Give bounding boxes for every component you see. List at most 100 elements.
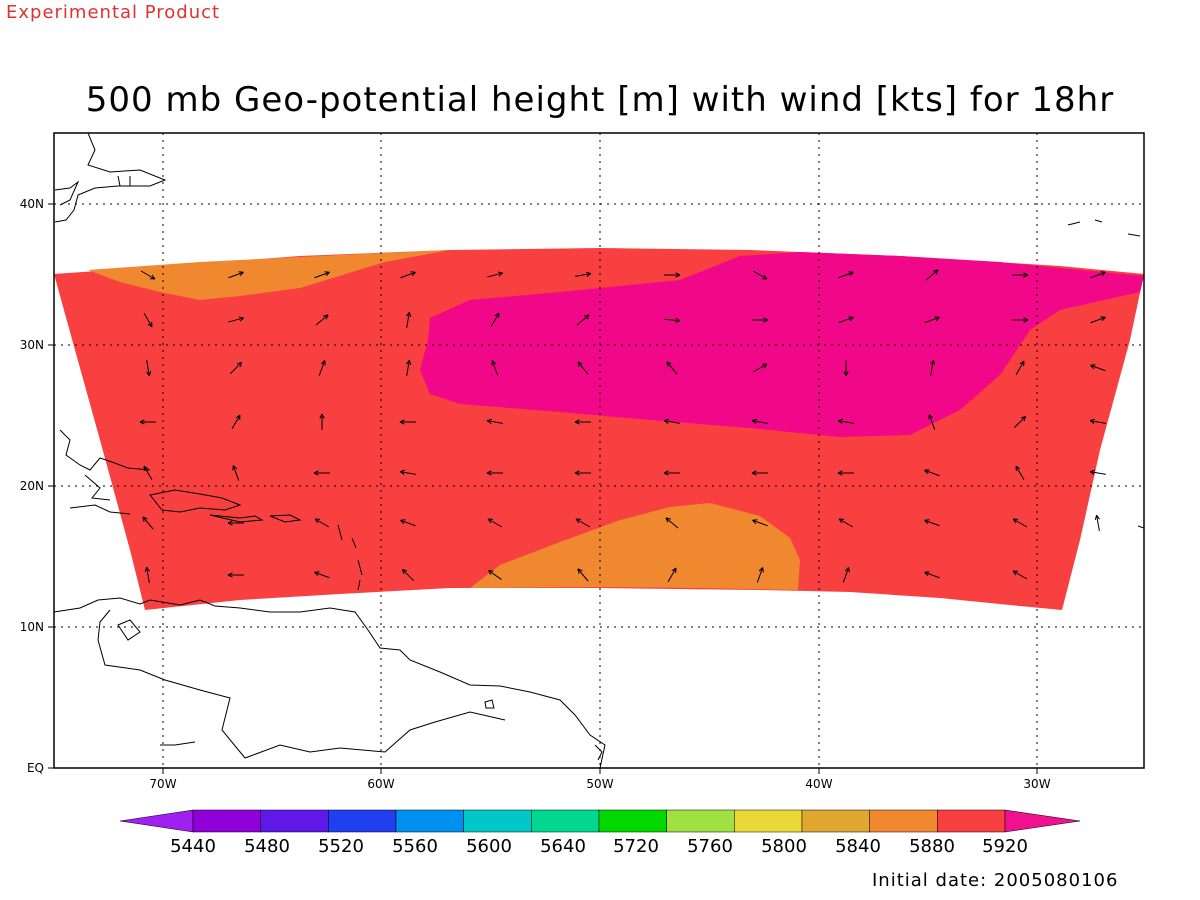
initial-date: Initial date: 2005080106 [872, 870, 1119, 891]
wind-arrow [663, 470, 680, 476]
lat-label-10n: 10N [20, 620, 44, 634]
colorbar-swatch [395, 809, 464, 833]
wind-arrow [751, 418, 768, 424]
colorbar-label: 5840 [835, 836, 881, 857]
latitude-labels: EQ 10N 20N 30N 40N [20, 197, 44, 775]
colorbar-swatch [531, 809, 600, 833]
wind-arrow [406, 359, 412, 376]
wind-arrow [664, 272, 681, 278]
colorbar-label: 5520 [318, 836, 364, 857]
wind-arrow [1090, 316, 1106, 324]
lat-label-eq: EQ [27, 761, 44, 775]
wind-arrow [930, 359, 936, 376]
wind-arrow [576, 314, 590, 326]
wind-arrow [314, 571, 330, 579]
colorbar-high-arrow [1004, 809, 1081, 833]
wind-arrow [228, 316, 245, 323]
wind-arrow [142, 516, 154, 530]
colorbar-swatch [192, 809, 261, 833]
wind-arrow [318, 360, 326, 376]
wind-arrow [1089, 418, 1106, 424]
wind-arrow [924, 469, 940, 477]
wind-arrow [488, 569, 502, 580]
wind-arrow [314, 271, 330, 279]
colorbar: 5440 5480 5520 5560 5600 5640 5720 5760 … [119, 809, 1081, 857]
wind-arrow [665, 517, 679, 529]
wind-arrow [752, 519, 768, 527]
colorbar-swatch [260, 809, 329, 833]
wind-arrow [575, 271, 592, 277]
wind-arrow [1090, 271, 1106, 279]
wind-arrow [663, 317, 681, 323]
wind-arrow [228, 271, 244, 279]
wind-arrow [140, 270, 156, 280]
wind-arrow [663, 418, 680, 424]
wind-arrow [1090, 364, 1106, 372]
wind-arrow [1012, 317, 1029, 323]
colorbar-label: 5880 [909, 836, 955, 857]
colorbar-swatch [598, 809, 667, 833]
wind-arrow [486, 418, 503, 424]
wind-arrow [752, 363, 768, 373]
wind-arrow [313, 470, 330, 476]
colorbar-swatch [801, 809, 870, 833]
wind-arrow [487, 271, 504, 278]
wind-arrow [399, 469, 416, 475]
wind-arrow [401, 568, 415, 582]
wind-arrow [1015, 360, 1025, 376]
lat-label-20n: 20N [20, 479, 44, 493]
wind-arrow [139, 419, 156, 425]
wind-arrow [1013, 415, 1027, 429]
wind-arrow [1089, 469, 1106, 475]
wind-arrow [925, 269, 939, 281]
wind-arrow [756, 567, 764, 583]
field-5840-north [88, 250, 450, 300]
colorbar-label: 5720 [613, 836, 659, 857]
wind-arrow [842, 567, 850, 583]
wind-arrow [837, 470, 854, 476]
wind-arrow [315, 314, 329, 326]
wind-arrow [838, 518, 854, 528]
wind-arrow [1012, 570, 1028, 580]
colorbar-swatch [666, 809, 735, 833]
colorbar-label: 5800 [761, 836, 807, 857]
height-field [54, 248, 1144, 610]
colorbar-swatch [869, 809, 938, 833]
wind-arrow [1012, 272, 1029, 278]
field-5840-south [470, 503, 800, 590]
wind-arrow [924, 316, 940, 324]
colorbar-labels: 5440 5480 5520 5560 5600 5640 5720 5760 … [170, 836, 1028, 857]
wind-arrow [574, 419, 591, 425]
gridlines [54, 133, 1144, 768]
experimental-product-banner: Experimental Product [6, 2, 221, 23]
wind-arrow [144, 566, 150, 583]
plot-frame [53, 132, 1145, 769]
wind-arrow [491, 360, 499, 376]
colorbar-low-arrow [119, 809, 194, 833]
wind-arrow [1012, 518, 1028, 528]
wind-arrow [924, 571, 940, 579]
wind-arrow [232, 465, 240, 481]
lon-label-70w: 70W [149, 777, 176, 791]
wind-arrow [319, 413, 325, 430]
wind-arrow [399, 419, 416, 425]
colorbar-label: 5600 [466, 836, 512, 857]
wind-arrow [227, 572, 244, 578]
colorbar-label: 5560 [392, 836, 438, 857]
wind-arrow [574, 470, 591, 476]
wind-arrow [486, 470, 503, 476]
colorbar-swatches [192, 809, 1006, 833]
wind-arrow [752, 317, 769, 323]
wind-arrow [666, 361, 678, 375]
colorbar-swatch [463, 809, 532, 833]
wind-arrow [231, 414, 241, 430]
wind-arrow [1094, 514, 1100, 531]
wind-arrow [575, 518, 591, 528]
longitude-labels: 70W 60W 50W 40W 30W [149, 777, 1050, 791]
wind-arrow [400, 519, 416, 527]
colorbar-swatch [937, 809, 1006, 833]
wind-arrow [838, 271, 854, 279]
wind-arrow [837, 418, 854, 424]
wind-arrow [143, 465, 153, 481]
